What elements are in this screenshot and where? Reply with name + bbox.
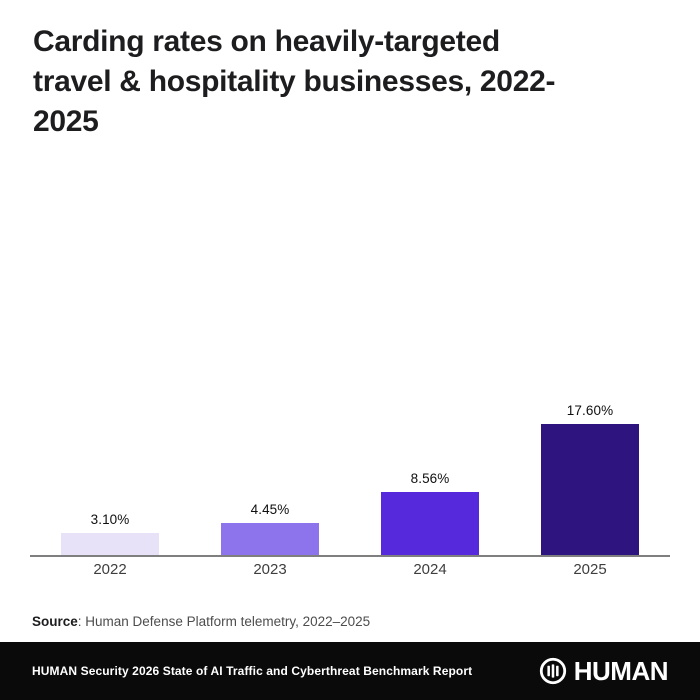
bar-value-label: 8.56% <box>410 471 450 486</box>
bar-value-label: 4.45% <box>250 502 290 517</box>
chart-title-line: Carding rates on heavily-targeted <box>33 25 500 58</box>
human-logo: HUMAN <box>539 655 669 687</box>
bar-chart-plot-area: 3.10% 4.45% 8.56% 17.60% <box>30 403 670 556</box>
x-tick-2025: 2025 <box>573 561 607 578</box>
bar-group-2024: 8.56% <box>350 471 510 556</box>
bar-value-label: 17.60% <box>566 403 614 418</box>
footer-bar: HUMAN Security 2026 State of AI Traffic … <box>0 642 700 700</box>
x-axis-labels: 2022 2023 2024 2025 <box>30 561 670 578</box>
report-title: HUMAN Security 2026 State of AI Traffic … <box>32 664 473 678</box>
bar-2025 <box>541 424 639 556</box>
human-ring-bars-icon <box>539 657 566 685</box>
bar-group-2022: 3.10% <box>30 512 190 556</box>
chart-title-line: travel & hospitality businesses, 2022- <box>33 65 556 98</box>
x-axis-line <box>30 555 670 557</box>
source-text: : Human Defense Platform telemetry, 2022… <box>77 614 371 629</box>
brand-wordmark: HUMAN <box>573 655 669 686</box>
source-attribution: Source: Human Defense Platform telemetry… <box>32 614 370 629</box>
chart-title: Carding rates on heavily-targeted travel… <box>33 22 663 142</box>
x-tick-2024: 2024 <box>413 561 447 578</box>
bar-group-2023: 4.45% <box>190 502 350 556</box>
bar-2024 <box>381 492 479 556</box>
bar-2023 <box>221 523 319 556</box>
bar-2022 <box>61 533 159 556</box>
x-tick-2022: 2022 <box>93 561 127 578</box>
bar-group-2025: 17.60% <box>510 403 670 556</box>
chart-title-line: 2025 <box>33 105 99 138</box>
x-tick-2023: 2023 <box>253 561 287 578</box>
source-label: Source <box>32 614 78 629</box>
bar-value-label: 3.10% <box>90 512 130 527</box>
